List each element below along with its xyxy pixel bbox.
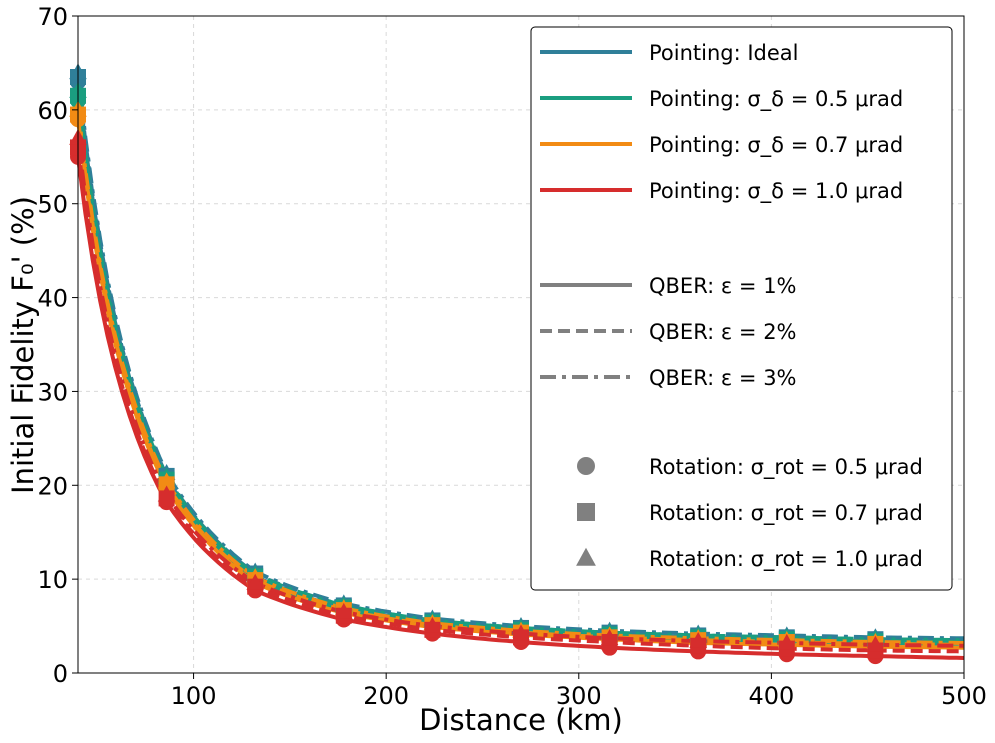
x-tick-label: 500 bbox=[941, 682, 987, 710]
legend-rotation-marker bbox=[577, 457, 595, 475]
y-tick-label: 60 bbox=[37, 97, 68, 125]
y-tick-label: 50 bbox=[37, 191, 68, 219]
legend-pointing-label: Pointing: Ideal bbox=[649, 41, 799, 65]
legend-rotation-marker bbox=[577, 503, 595, 521]
legend: Pointing: Ideal Pointing: σ_δ = 0.5 μrad P… bbox=[530, 26, 953, 591]
legend-rotation-label: Rotation: σ_rot = 0.7 μrad bbox=[649, 501, 923, 526]
legend-pointing-label: Pointing: σ_δ = 1.0 μrad bbox=[649, 179, 903, 204]
data-marker bbox=[512, 624, 530, 641]
legend-box bbox=[530, 26, 953, 591]
y-axis-label: Initial Fidelity F₀' (%) bbox=[6, 196, 40, 494]
legend-qber-label: QBER: ε = 2% bbox=[649, 320, 797, 344]
legend-rotation-label: Rotation: σ_rot = 1.0 μrad bbox=[649, 547, 923, 572]
curve-line bbox=[76, 137, 965, 648]
data-marker bbox=[335, 602, 353, 619]
x-tick-label: 100 bbox=[171, 682, 217, 710]
y-tick-label: 20 bbox=[37, 472, 68, 500]
legend-pointing-label: Pointing: σ_δ = 0.7 μrad bbox=[649, 133, 903, 158]
legend-rotation-label: Rotation: σ_rot = 0.5 μrad bbox=[649, 455, 923, 480]
legend-pointing-label: Pointing: σ_δ = 0.5 μrad bbox=[649, 87, 903, 112]
data-marker bbox=[157, 472, 176, 489]
y-tick-label: 10 bbox=[37, 566, 68, 594]
y-tick-label: 0 bbox=[53, 660, 68, 688]
y-tick-label: 30 bbox=[37, 378, 68, 406]
x-tick-label: 300 bbox=[556, 682, 602, 710]
data-marker bbox=[689, 631, 707, 648]
legend-qber-label: QBER: ε = 1% bbox=[649, 274, 797, 298]
plot-frame bbox=[77, 15, 965, 674]
y-tick-label: 70 bbox=[37, 3, 68, 31]
legend-rotation-marker bbox=[576, 547, 596, 566]
data-marker bbox=[423, 616, 442, 633]
x-tick-label: 200 bbox=[363, 682, 409, 710]
axes: 100 200 300 400 500 0 10 20 30 40 50 60 70 bbox=[37, 3, 986, 710]
data-marker bbox=[866, 635, 885, 652]
x-axis-label: Distance (km) bbox=[419, 703, 623, 737]
x-tick-label: 400 bbox=[748, 682, 794, 710]
legend-qber-label: QBER: ε = 3% bbox=[649, 366, 797, 390]
data-marker bbox=[157, 485, 176, 502]
data-marker bbox=[778, 633, 796, 650]
data-marker bbox=[600, 629, 619, 646]
data-marker bbox=[246, 573, 264, 590]
y-tick-label: 40 bbox=[37, 285, 68, 313]
